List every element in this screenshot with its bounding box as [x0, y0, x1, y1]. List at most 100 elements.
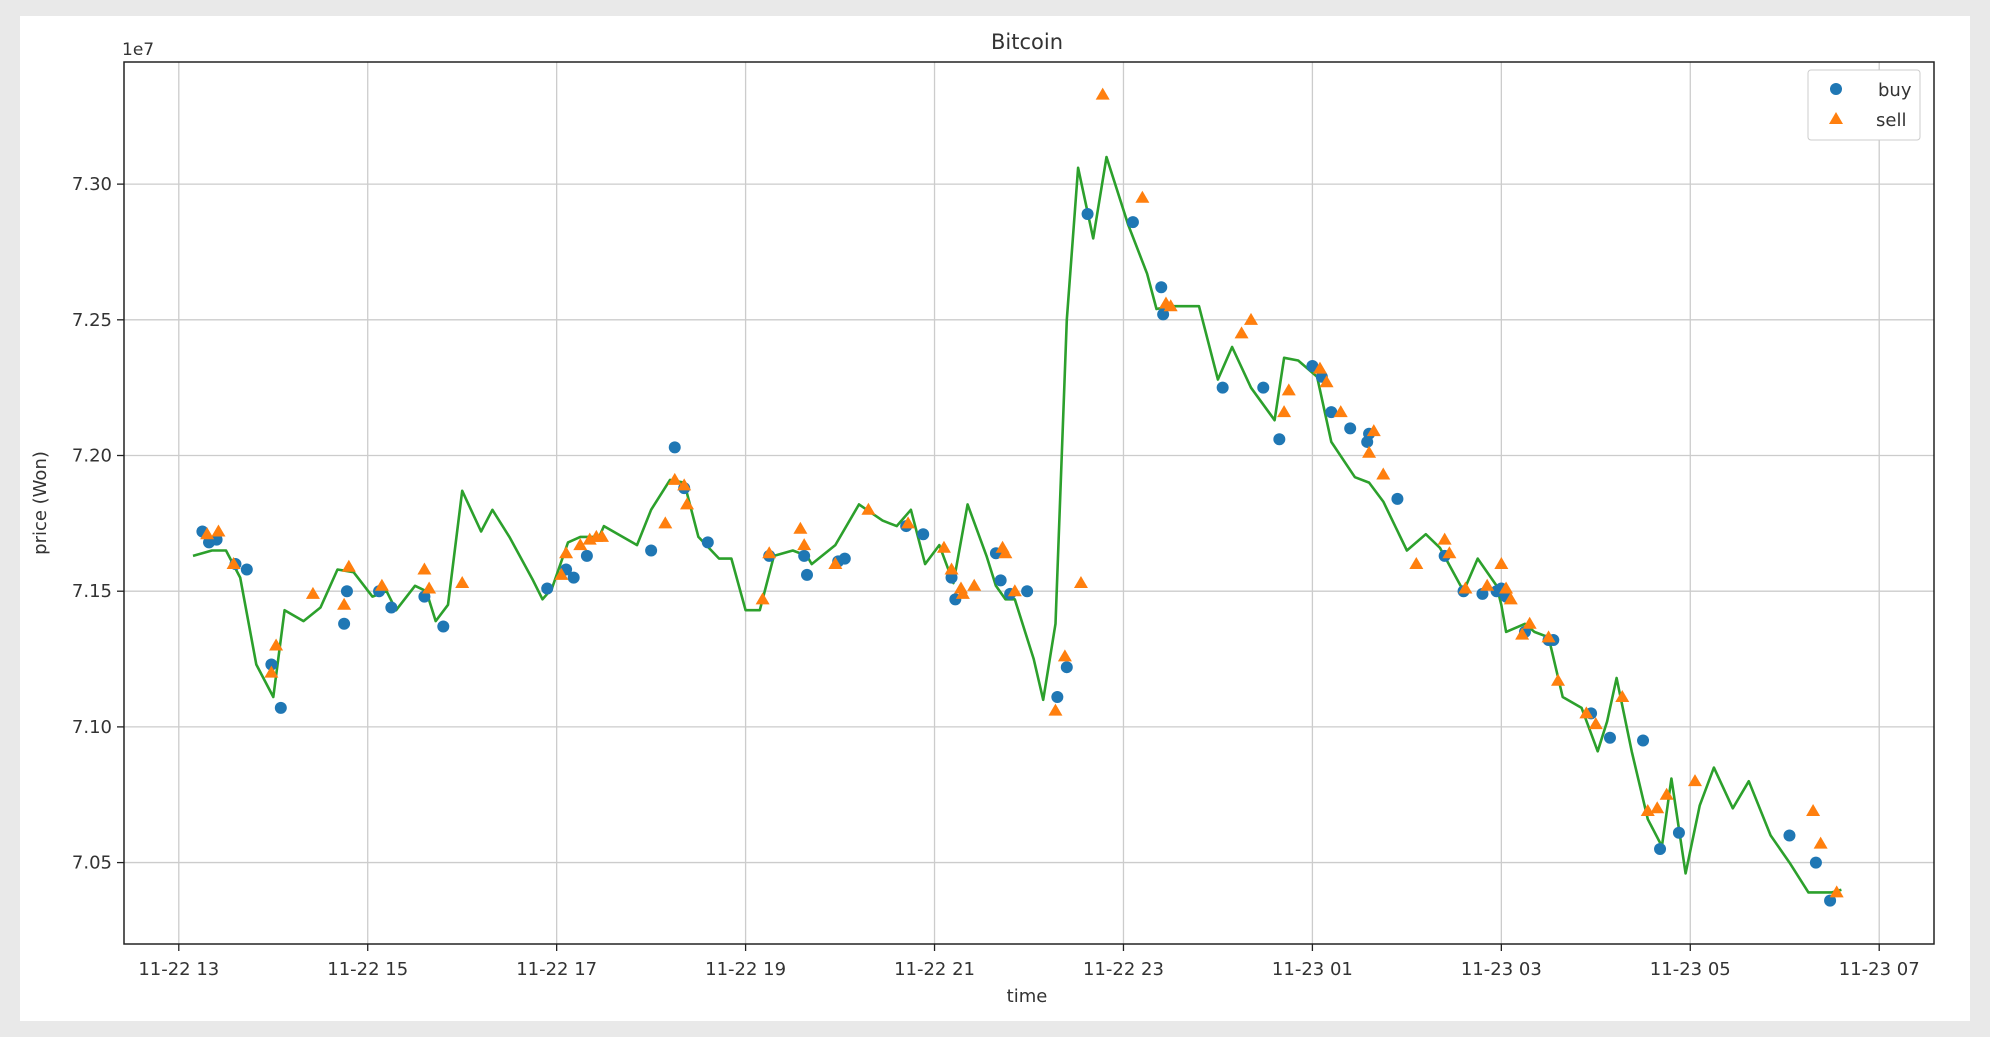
sell-point [1362, 445, 1377, 458]
chart-title: Bitcoin [991, 30, 1063, 54]
buy-point [1783, 829, 1796, 842]
buy-point [385, 601, 398, 614]
legend-buy-label: buy [1878, 80, 1912, 101]
buy-point [801, 568, 814, 581]
sell-point [573, 538, 588, 551]
sell-point [1243, 312, 1258, 325]
buy-point [1081, 207, 1094, 220]
sell-point [269, 638, 284, 651]
buy-point [1391, 492, 1404, 505]
buy-point [240, 563, 253, 576]
grid [124, 62, 1934, 944]
y-tick-label: 7.30 [72, 174, 112, 195]
sell-point [264, 665, 279, 678]
sell-point [417, 562, 432, 575]
sell-point [901, 516, 916, 529]
plot-frame [123, 61, 1935, 945]
sell-point [755, 592, 770, 605]
buy-point [1306, 359, 1319, 372]
buy-point [340, 585, 353, 598]
buy-point [265, 658, 278, 671]
sell-point [677, 478, 692, 491]
sell-point [1095, 87, 1110, 100]
sell-point [1503, 592, 1518, 605]
y-tick-label: 7.25 [72, 310, 112, 331]
sell-point [793, 521, 808, 534]
buy-point [1672, 826, 1685, 839]
buy-point [210, 533, 223, 546]
sell-point [1829, 885, 1844, 898]
sell-point [1659, 787, 1674, 800]
sell-point [1687, 774, 1702, 787]
buy-point [994, 574, 1007, 587]
buy-point [1157, 308, 1170, 321]
sell-point [1409, 557, 1424, 570]
buy-point [338, 617, 351, 630]
sell-point [998, 546, 1013, 559]
sell-point [1135, 190, 1150, 203]
sell-point [828, 557, 843, 570]
sell-point [1234, 326, 1249, 339]
sell-point [762, 546, 777, 559]
y-axis: 7.05 7.10 7.15 7.20 7.25 7.30 [72, 174, 124, 874]
buy-point [1155, 281, 1168, 294]
buy-point [838, 552, 851, 565]
sell-point [1437, 532, 1452, 545]
sell-point [226, 557, 241, 570]
sell-point [374, 578, 389, 591]
sell-point [559, 546, 574, 559]
sell-point [554, 567, 569, 580]
y-tick-label: 7.15 [72, 581, 112, 602]
sell-point [1522, 616, 1537, 629]
buy-point [798, 549, 811, 562]
sell-point [200, 527, 215, 540]
buy-point [945, 571, 958, 584]
buy-point [1824, 894, 1837, 907]
buy-point [274, 701, 287, 714]
x-tick-label: 11-22 23 [1083, 959, 1164, 980]
buy-point [668, 441, 681, 454]
sell-point [1057, 649, 1072, 662]
buy-point [1257, 381, 1270, 394]
sell-point [955, 586, 970, 599]
buy-point [418, 590, 431, 603]
buy-point [917, 528, 930, 541]
legend-sell-label: sell [1876, 110, 1906, 131]
sell-point [1480, 578, 1495, 591]
buy-point [1603, 731, 1616, 744]
x-tick-label: 11-22 17 [516, 959, 597, 980]
buy-point [1126, 216, 1139, 229]
sell-point [1048, 703, 1063, 716]
sell-point [1319, 375, 1334, 388]
sell-point [1499, 581, 1514, 594]
buy-point [1273, 433, 1286, 446]
sell-point [667, 472, 682, 485]
x-tick-label: 11-23 05 [1650, 959, 1731, 980]
buy-point [1060, 661, 1073, 674]
x-tick-label: 11-23 01 [1272, 959, 1353, 980]
x-tick-label: 11-22 13 [138, 959, 219, 980]
sell-point [936, 540, 951, 553]
legend-buy-marker [1830, 83, 1842, 95]
buy-point [645, 544, 658, 557]
sell-point [1366, 424, 1381, 437]
sell-point [1333, 405, 1348, 418]
sell-point [1277, 405, 1292, 418]
sell-point [341, 559, 356, 572]
sell-point [1073, 576, 1088, 589]
x-axis-label: time [1007, 986, 1048, 1007]
sell-point [305, 586, 320, 599]
sell-point [680, 497, 695, 510]
legend: buy sell [1807, 69, 1921, 141]
x-axis: 11-22 13 11-22 15 11-22 17 11-22 19 11-22 21… [138, 944, 1920, 980]
sell-point [1806, 804, 1821, 817]
sell-point [1376, 467, 1391, 480]
sell-point [1281, 383, 1296, 396]
y-axis-label: price (Won) [30, 451, 51, 555]
legend-sell-marker [1829, 112, 1843, 124]
sell-point [967, 578, 982, 591]
sell-point [455, 576, 470, 589]
buy-point [1325, 406, 1338, 419]
sell-point [1579, 706, 1594, 719]
buy-point [1637, 734, 1650, 747]
